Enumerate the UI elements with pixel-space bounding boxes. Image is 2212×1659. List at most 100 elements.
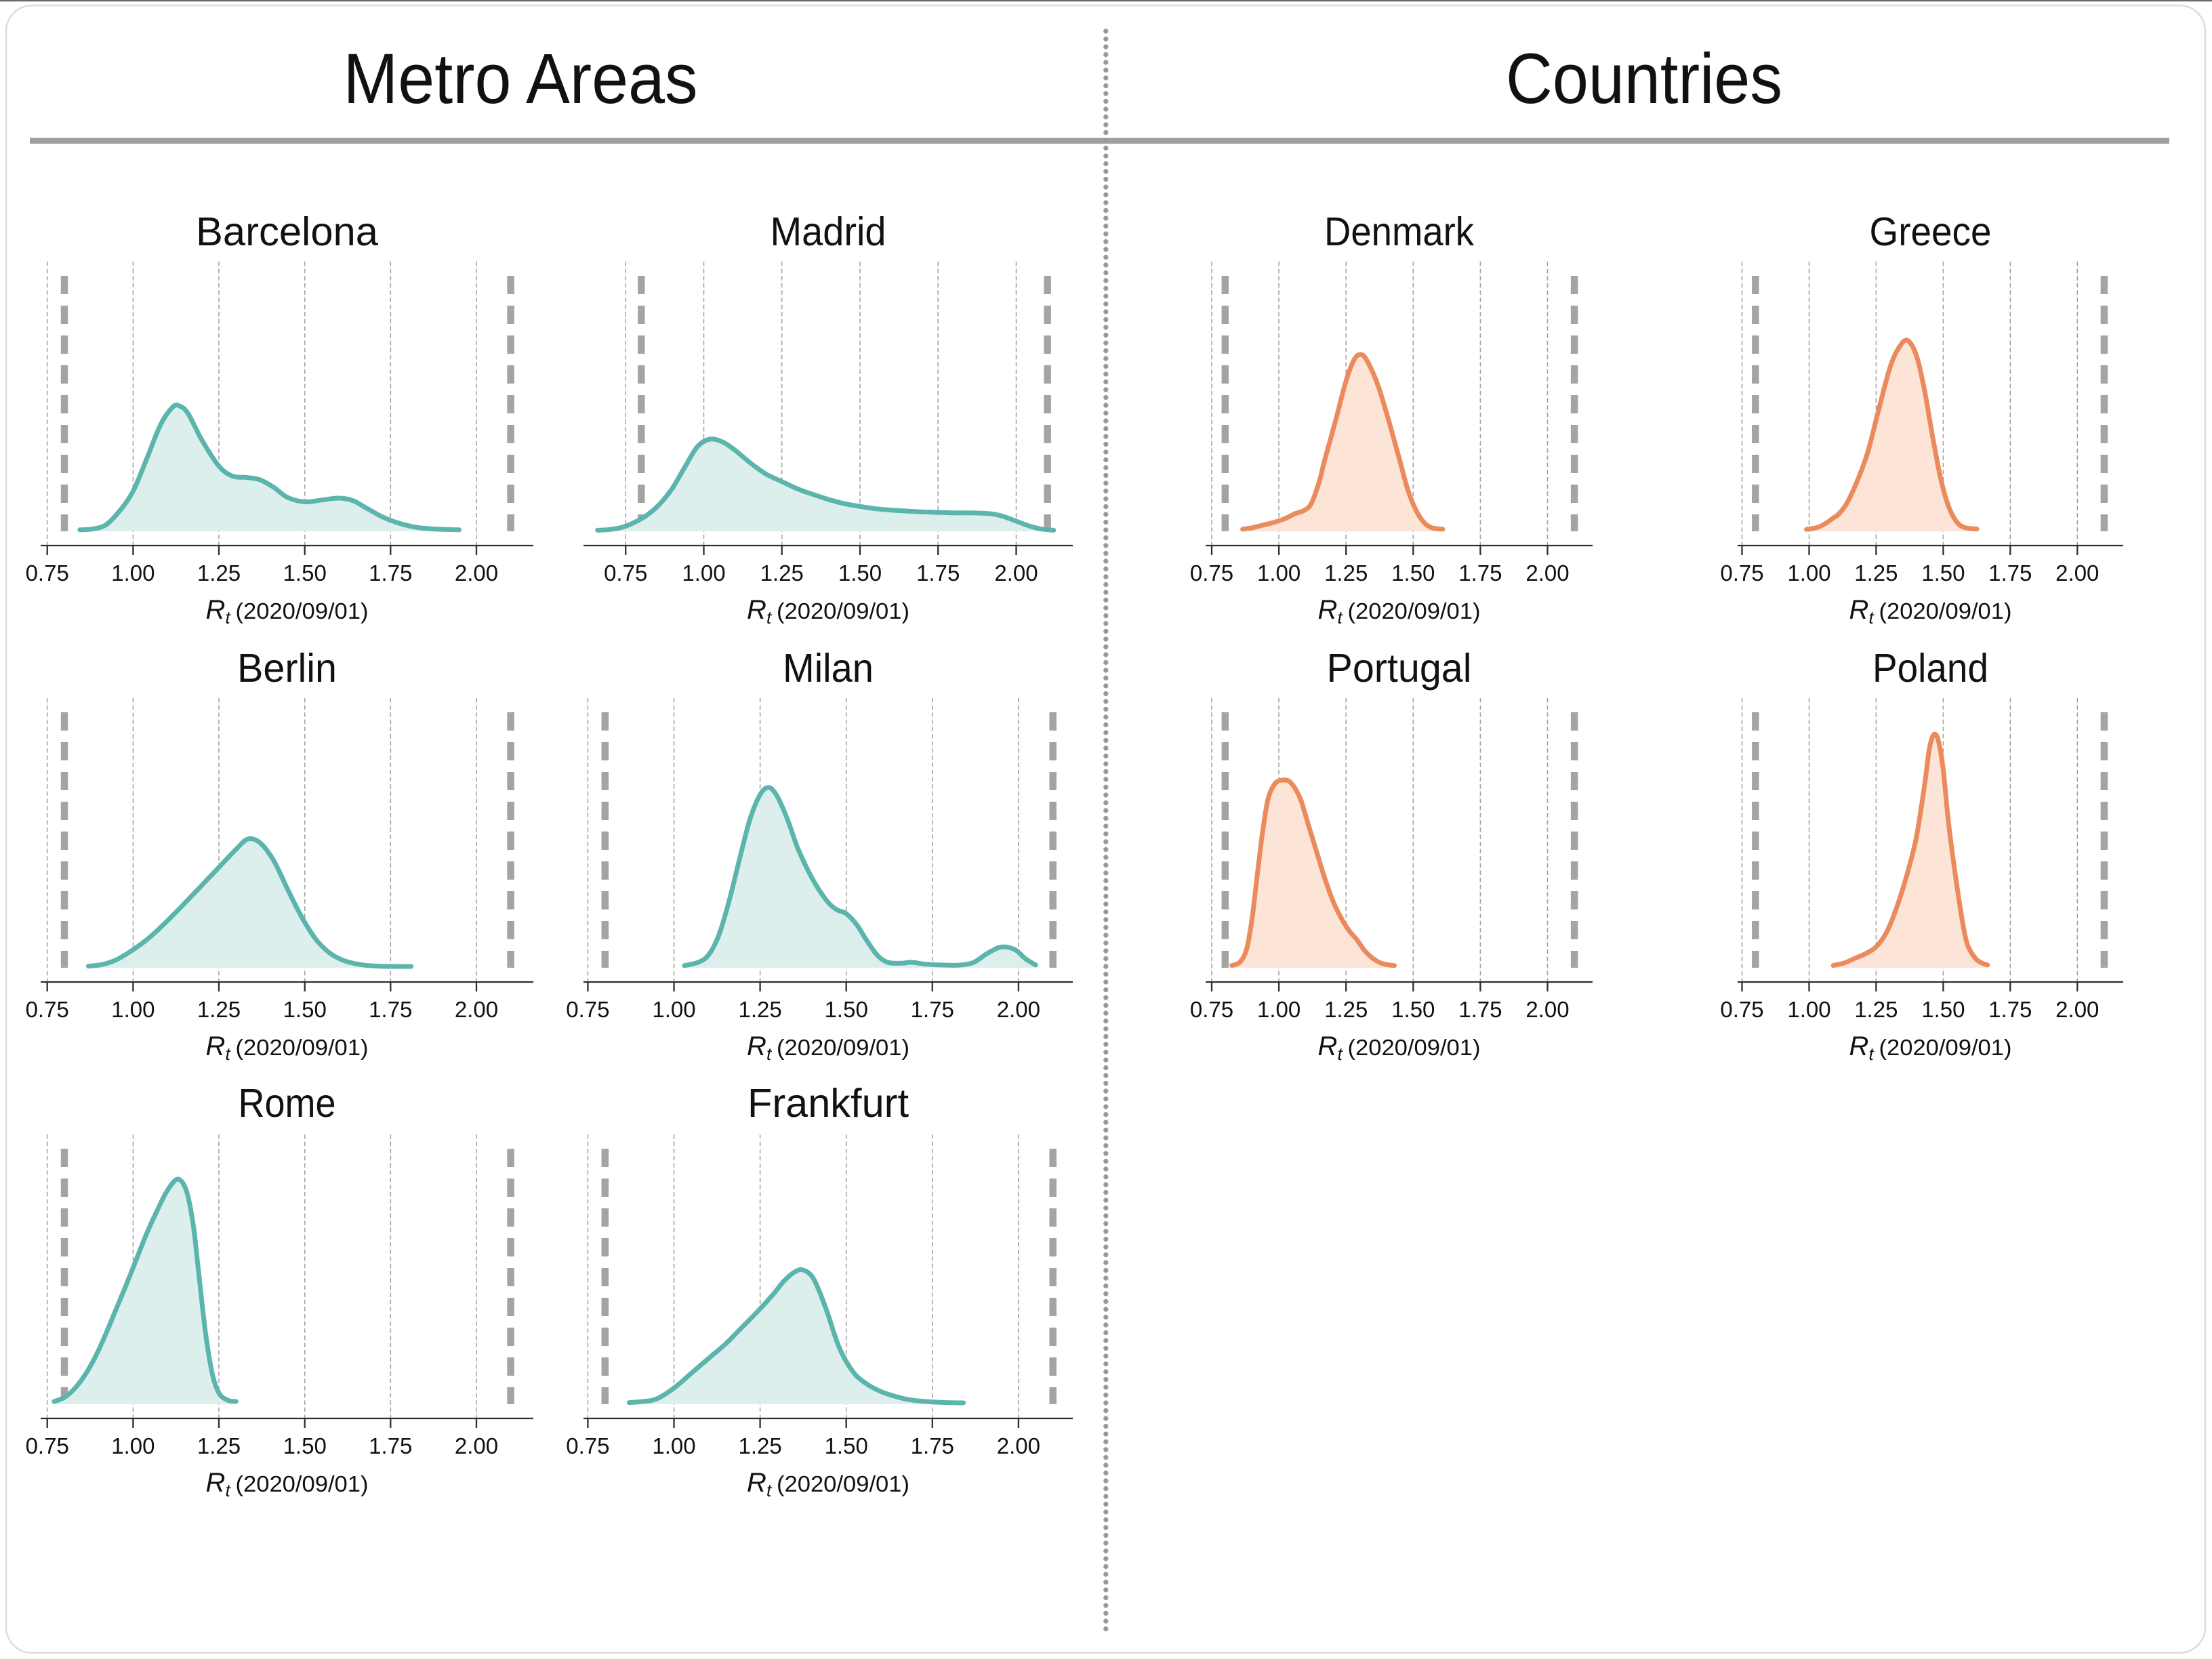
svg-text:1.75: 1.75 xyxy=(916,560,960,586)
svg-text:1.50: 1.50 xyxy=(825,997,868,1022)
svg-text:2.00: 2.00 xyxy=(2055,560,2099,586)
svg-text:R: R xyxy=(1318,1031,1338,1061)
svg-text:(2020/09/01): (2020/09/01) xyxy=(1348,598,1481,623)
svg-text:(2020/09/01): (2020/09/01) xyxy=(777,1471,909,1496)
svg-text:2.00: 2.00 xyxy=(455,997,498,1022)
svg-text:Countries: Countries xyxy=(1506,39,1782,119)
svg-text:0.75: 0.75 xyxy=(26,1433,69,1458)
svg-text:0.75: 0.75 xyxy=(566,997,609,1022)
svg-text:1.75: 1.75 xyxy=(1458,560,1502,586)
svg-text:Greece: Greece xyxy=(1870,209,1992,254)
svg-text:1.75: 1.75 xyxy=(369,1433,412,1458)
svg-text:1.25: 1.25 xyxy=(1854,997,1898,1022)
svg-text:R: R xyxy=(747,595,766,625)
svg-text:2.00: 2.00 xyxy=(997,997,1040,1022)
svg-text:1.25: 1.25 xyxy=(1324,560,1368,586)
svg-text:1.75: 1.75 xyxy=(369,997,412,1022)
svg-text:t: t xyxy=(766,607,773,628)
svg-text:1.75: 1.75 xyxy=(911,1433,954,1458)
svg-text:0.75: 0.75 xyxy=(1720,560,1763,586)
svg-text:1.00: 1.00 xyxy=(111,560,155,586)
svg-text:1.50: 1.50 xyxy=(283,560,327,586)
svg-text:1.25: 1.25 xyxy=(197,997,241,1022)
svg-text:1.75: 1.75 xyxy=(1458,997,1502,1022)
svg-text:Poland: Poland xyxy=(1872,646,1988,691)
svg-text:1.50: 1.50 xyxy=(283,997,327,1022)
svg-text:R: R xyxy=(206,1031,226,1061)
svg-text:R: R xyxy=(206,1468,226,1498)
svg-text:2.00: 2.00 xyxy=(455,560,498,586)
svg-text:1.00: 1.00 xyxy=(1257,560,1300,586)
svg-text:0.75: 0.75 xyxy=(26,997,69,1022)
svg-text:0.75: 0.75 xyxy=(26,560,69,586)
svg-text:2.00: 2.00 xyxy=(997,1433,1040,1458)
svg-text:t: t xyxy=(1869,1044,1875,1064)
svg-text:(2020/09/01): (2020/09/01) xyxy=(236,598,369,623)
svg-text:0.75: 0.75 xyxy=(604,560,647,586)
svg-text:1.50: 1.50 xyxy=(825,1433,868,1458)
svg-text:1.50: 1.50 xyxy=(1921,560,1965,586)
svg-text:1.75: 1.75 xyxy=(1988,560,2032,586)
svg-text:1.00: 1.00 xyxy=(682,560,725,586)
svg-text:0.75: 0.75 xyxy=(1190,560,1233,586)
svg-text:t: t xyxy=(1338,1044,1344,1064)
svg-text:Frankfurt: Frankfurt xyxy=(747,1081,909,1126)
svg-text:1.25: 1.25 xyxy=(1854,560,1898,586)
svg-text:t: t xyxy=(766,1044,773,1064)
svg-text:1.25: 1.25 xyxy=(1324,997,1368,1022)
svg-text:R: R xyxy=(206,595,226,625)
svg-text:(2020/09/01): (2020/09/01) xyxy=(777,1035,909,1060)
svg-text:R: R xyxy=(1318,595,1338,625)
svg-text:Rome: Rome xyxy=(239,1081,336,1126)
svg-text:0.75: 0.75 xyxy=(1720,997,1763,1022)
svg-text:t: t xyxy=(1869,607,1875,628)
svg-text:1.00: 1.00 xyxy=(111,1433,155,1458)
svg-text:1.00: 1.00 xyxy=(652,1433,695,1458)
svg-text:1.75: 1.75 xyxy=(369,560,412,586)
svg-text:1.00: 1.00 xyxy=(111,997,155,1022)
svg-text:1.00: 1.00 xyxy=(1257,997,1300,1022)
svg-text:1.00: 1.00 xyxy=(1787,997,1830,1022)
svg-text:Milan: Milan xyxy=(783,646,874,691)
svg-text:Metro Areas: Metro Areas xyxy=(344,39,698,119)
svg-text:2.00: 2.00 xyxy=(2055,997,2099,1022)
svg-text:(2020/09/01): (2020/09/01) xyxy=(236,1035,369,1060)
svg-text:R: R xyxy=(747,1031,766,1061)
svg-text:0.75: 0.75 xyxy=(1190,997,1233,1022)
svg-text:Madrid: Madrid xyxy=(771,209,886,254)
svg-text:1.25: 1.25 xyxy=(197,560,241,586)
svg-text:Denmark: Denmark xyxy=(1324,209,1474,254)
svg-text:2.00: 2.00 xyxy=(994,560,1038,586)
svg-text:(2020/09/01): (2020/09/01) xyxy=(1348,1035,1481,1060)
svg-text:1.00: 1.00 xyxy=(1787,560,1830,586)
svg-text:(2020/09/01): (2020/09/01) xyxy=(777,598,909,623)
svg-text:R: R xyxy=(1849,1031,1869,1061)
svg-text:1.25: 1.25 xyxy=(760,560,804,586)
svg-text:R: R xyxy=(747,1468,766,1498)
svg-text:t: t xyxy=(1338,607,1344,628)
svg-text:1.50: 1.50 xyxy=(838,560,882,586)
svg-text:(2020/09/01): (2020/09/01) xyxy=(236,1471,369,1496)
svg-text:2.00: 2.00 xyxy=(1525,997,1569,1022)
svg-text:t: t xyxy=(226,607,232,628)
svg-text:1.50: 1.50 xyxy=(1391,560,1435,586)
svg-text:2.00: 2.00 xyxy=(1525,560,1569,586)
svg-text:1.50: 1.50 xyxy=(283,1433,327,1458)
svg-text:1.50: 1.50 xyxy=(1391,997,1435,1022)
svg-text:1.75: 1.75 xyxy=(911,997,954,1022)
svg-text:(2020/09/01): (2020/09/01) xyxy=(1879,1035,2012,1060)
svg-text:2.00: 2.00 xyxy=(455,1433,498,1458)
svg-text:1.50: 1.50 xyxy=(1921,997,1965,1022)
svg-text:Barcelona: Barcelona xyxy=(196,209,378,254)
svg-text:1.00: 1.00 xyxy=(652,997,695,1022)
svg-text:1.25: 1.25 xyxy=(738,1433,781,1458)
svg-text:1.25: 1.25 xyxy=(197,1433,241,1458)
svg-text:1.75: 1.75 xyxy=(1988,997,2032,1022)
svg-text:t: t xyxy=(226,1044,232,1064)
svg-text:0.75: 0.75 xyxy=(566,1433,609,1458)
svg-text:t: t xyxy=(766,1480,773,1500)
svg-text:1.25: 1.25 xyxy=(738,997,781,1022)
svg-text:R: R xyxy=(1849,595,1869,625)
svg-text:Portugal: Portugal xyxy=(1327,646,1472,691)
svg-text:Berlin: Berlin xyxy=(237,646,337,691)
